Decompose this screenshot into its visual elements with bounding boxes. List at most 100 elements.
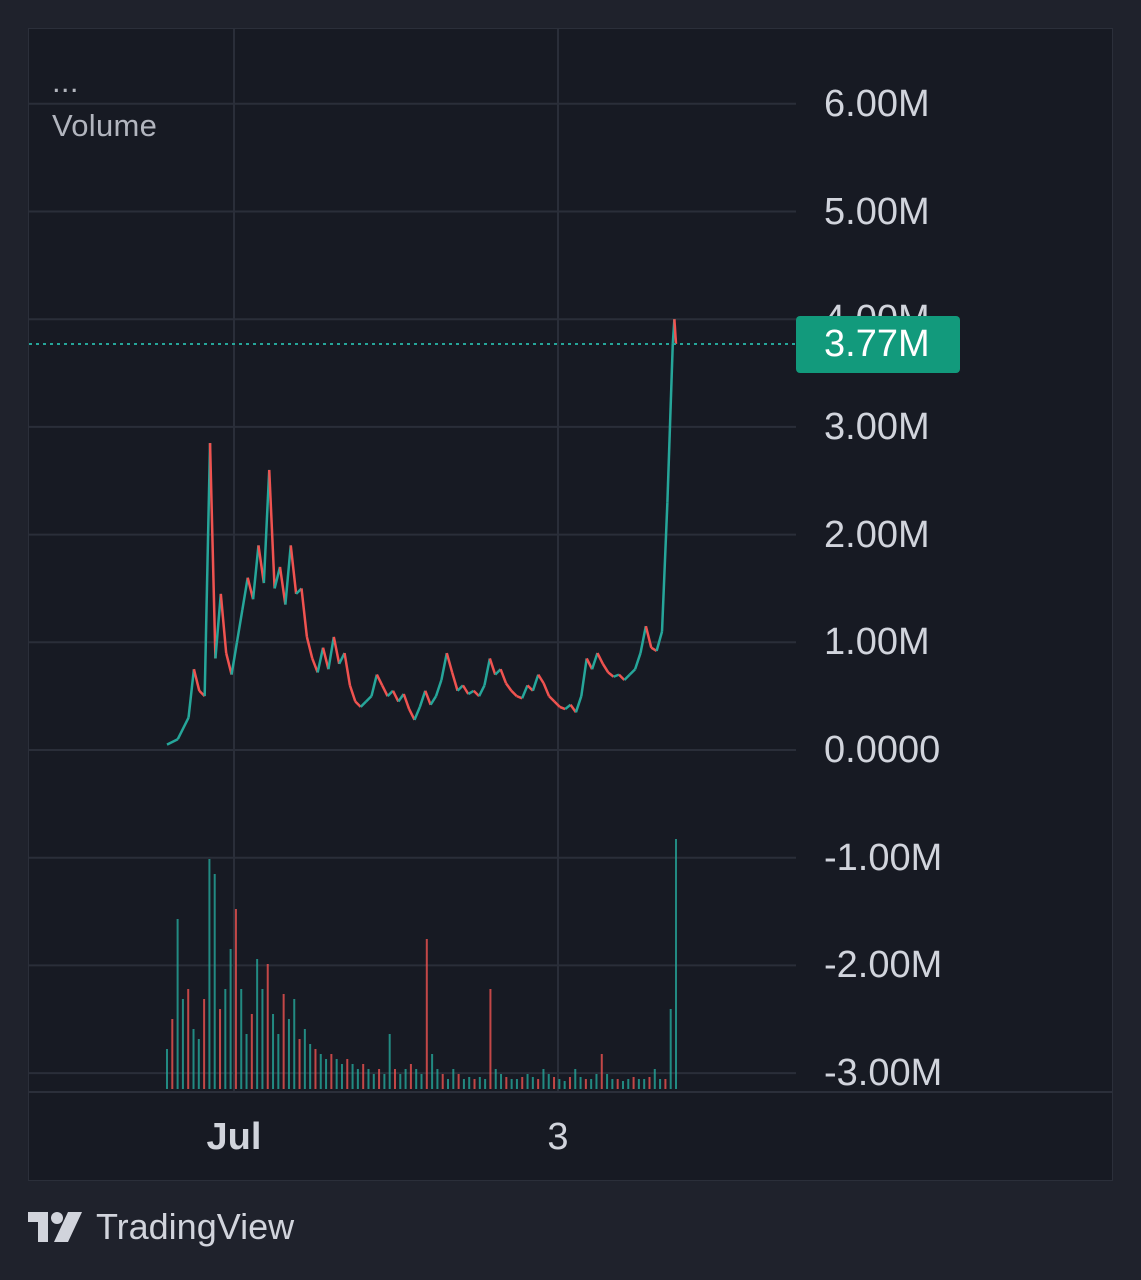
volume-bar <box>547 1074 550 1089</box>
price-segment <box>613 673 620 678</box>
volume-bar <box>351 1064 354 1089</box>
volume-bar <box>219 1009 222 1089</box>
volume-bar <box>558 1079 561 1089</box>
price-segment <box>450 672 459 692</box>
volume-bar <box>505 1077 508 1089</box>
price-segment <box>445 652 454 673</box>
volume-bar <box>388 1034 391 1089</box>
price-segment <box>461 684 470 695</box>
price-segment <box>483 658 492 686</box>
y-tick-label: 6.00M <box>824 82 930 125</box>
volume-bar <box>431 1054 434 1089</box>
current-value-badge: 3.77M <box>796 315 960 373</box>
volume-bar <box>340 1064 343 1089</box>
volume-bar <box>181 999 184 1089</box>
price-segment <box>418 690 427 708</box>
volume-bar <box>197 1039 200 1089</box>
price-segment <box>548 695 556 703</box>
price-segment <box>618 673 626 681</box>
price-segment <box>289 545 298 594</box>
price-segment <box>516 694 523 700</box>
volume-bar <box>584 1079 587 1089</box>
volume-bar <box>176 919 179 1089</box>
grid-lines <box>29 29 796 1092</box>
volume-bar <box>415 1069 418 1089</box>
volume-bar <box>669 1009 672 1089</box>
volume-bar <box>282 994 285 1089</box>
volume-bar <box>462 1079 465 1089</box>
price-segment <box>580 658 588 697</box>
price-segment <box>644 625 653 648</box>
volume-bar <box>245 1034 248 1089</box>
price-segment <box>343 652 352 686</box>
volume-bar <box>515 1079 518 1089</box>
volume-bar <box>632 1077 635 1089</box>
volume-bar <box>675 839 677 1089</box>
price-segment <box>176 717 190 740</box>
price-segment <box>219 593 228 654</box>
volume-bar <box>659 1079 662 1089</box>
volume-bar <box>621 1081 624 1089</box>
price-segment <box>429 695 438 706</box>
y-tick-label: 1.00M <box>824 621 930 664</box>
price-segment <box>639 625 648 654</box>
price-segment <box>262 469 271 584</box>
volume-bar <box>277 1034 280 1089</box>
volume-bar <box>356 1069 359 1089</box>
volume-bar <box>192 1029 195 1089</box>
volume-bar <box>542 1069 545 1089</box>
volume-bar <box>213 874 216 1089</box>
volume-bar <box>537 1079 540 1089</box>
price-segment <box>531 674 540 692</box>
volume-bar <box>256 959 259 1089</box>
price-segment <box>477 684 486 697</box>
volume-bar <box>203 999 206 1089</box>
price-segment <box>488 658 497 676</box>
volume-bar <box>648 1077 651 1089</box>
price-segment <box>537 673 545 684</box>
y-tick-label: -2.00M <box>824 944 943 987</box>
volume-bar <box>240 989 243 1089</box>
volume-bar <box>250 1014 253 1089</box>
price-segment <box>370 674 379 697</box>
volume-bar <box>568 1077 571 1089</box>
price-segment <box>434 679 443 697</box>
volume-bar <box>494 1069 497 1089</box>
y-tick-label: 2.00M <box>824 513 930 556</box>
price-segment <box>673 319 678 345</box>
volume-bar <box>473 1079 476 1089</box>
volume-bar <box>287 1019 290 1089</box>
volume-bar <box>606 1074 609 1089</box>
volume-bar <box>563 1081 566 1089</box>
price-segment <box>391 690 400 703</box>
volume-bar <box>595 1074 598 1089</box>
price-segment <box>208 443 217 659</box>
price-segment <box>397 693 405 703</box>
volume-bar <box>330 1054 333 1089</box>
branding[interactable]: TradingView <box>28 1206 294 1248</box>
volume-bar <box>611 1079 614 1089</box>
volume-bar <box>314 1049 317 1089</box>
price-segment <box>499 668 508 684</box>
price-segment <box>440 652 449 681</box>
volume-bar <box>234 909 237 1089</box>
price-segment <box>520 684 529 699</box>
price-segment <box>267 469 276 589</box>
volume-bar <box>526 1074 529 1089</box>
volume-bar <box>187 989 190 1089</box>
legend-label: Volume <box>52 108 158 143</box>
volume-bar <box>293 999 296 1089</box>
price-segment <box>375 674 384 686</box>
price-segment <box>413 706 422 721</box>
volume-bar <box>372 1074 375 1089</box>
volume-bar <box>600 1054 603 1089</box>
legend-more-dots[interactable]: ... <box>52 64 79 99</box>
price-segment <box>273 566 282 589</box>
price-segment <box>504 682 513 692</box>
brand-name: TradingView <box>96 1206 295 1247</box>
price-segment <box>585 657 594 670</box>
volume-bar <box>500 1074 503 1089</box>
price-segment <box>354 700 362 708</box>
volume-bar <box>266 964 269 1089</box>
